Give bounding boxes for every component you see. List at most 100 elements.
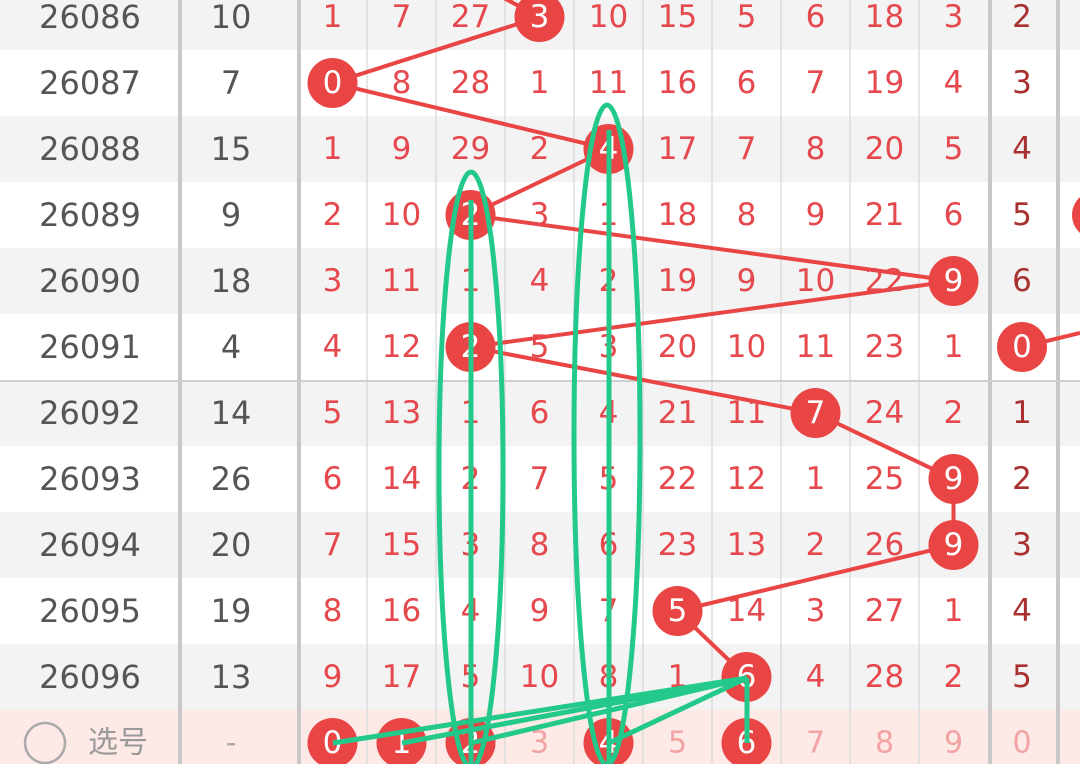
omission-count: 1 xyxy=(944,593,964,629)
select-label[interactable]: 选号 xyxy=(88,726,148,761)
selected-ball[interactable] xyxy=(307,718,358,764)
omission-count: 2 xyxy=(323,197,343,233)
omission-count: 18 xyxy=(658,197,697,233)
omission-count: 2 xyxy=(806,527,826,563)
omission-count: 4 xyxy=(806,659,826,695)
sum: 19 xyxy=(211,592,252,630)
omission-count: 1 xyxy=(530,65,550,101)
option-number[interactable]: 8 xyxy=(875,726,894,761)
hit-number: 9 xyxy=(944,263,964,299)
omission-count: 3 xyxy=(944,0,964,35)
omission-count: 13 xyxy=(382,395,421,431)
hit-number: 9 xyxy=(944,527,964,563)
option-number[interactable]: 5 xyxy=(668,726,687,761)
option-number[interactable]: 0 xyxy=(323,725,343,761)
sum: 7 xyxy=(221,64,241,102)
omission-count: 8 xyxy=(392,65,412,101)
select-sum: - xyxy=(226,726,237,761)
omission-count: 6 xyxy=(737,65,757,101)
omission-count: 27 xyxy=(865,593,904,629)
omission-count: 9 xyxy=(806,197,826,233)
period: 26092 xyxy=(39,394,141,432)
omission-count: 3 xyxy=(323,263,343,299)
omission-count: 5 xyxy=(737,0,757,35)
omission-count: 2 xyxy=(944,395,964,431)
omission-count: 19 xyxy=(658,263,697,299)
omission-count: 2 xyxy=(530,131,550,167)
hit-ball xyxy=(652,586,703,636)
period: 26095 xyxy=(39,592,141,630)
option-number[interactable]: 9 xyxy=(944,726,963,761)
extra-count: 4 xyxy=(1012,593,1032,629)
select-toggle[interactable] xyxy=(23,721,67,764)
omission-count: 20 xyxy=(658,329,697,365)
period: 26096 xyxy=(39,658,141,696)
period: 26087 xyxy=(39,64,141,102)
omission-count: 11 xyxy=(382,263,421,299)
sum: 10 xyxy=(211,0,252,36)
omission-count: 21 xyxy=(658,395,697,431)
option-number[interactable]: 7 xyxy=(806,726,825,761)
omission-count: 29 xyxy=(451,131,490,167)
omission-count: 12 xyxy=(382,329,421,365)
hit-ball xyxy=(997,322,1047,372)
hit-ball xyxy=(928,520,979,570)
omission-count: 4 xyxy=(944,65,964,101)
omission-count: 10 xyxy=(520,659,559,695)
omission-count: 17 xyxy=(658,131,697,167)
hit-number: 9 xyxy=(944,461,964,497)
hit-number: 7 xyxy=(806,395,826,431)
annotation-line xyxy=(470,675,748,746)
omission-count: 2 xyxy=(944,659,964,695)
omission-count: 3 xyxy=(530,197,550,233)
omission-count: 14 xyxy=(727,593,766,629)
period: 26089 xyxy=(39,196,141,234)
extra-count: 6 xyxy=(1012,263,1032,299)
omission-count: 22 xyxy=(658,461,697,497)
omission-count: 8 xyxy=(737,197,757,233)
sum: 18 xyxy=(211,262,252,300)
hit-ball xyxy=(928,454,979,504)
hit-ball xyxy=(514,0,565,42)
sum: 4 xyxy=(221,328,241,366)
omission-count: 28 xyxy=(451,65,490,101)
omission-count: 15 xyxy=(382,527,421,563)
omission-count: 5 xyxy=(323,395,343,431)
omission-count: 1 xyxy=(323,131,343,167)
hit-number: 5 xyxy=(668,593,688,629)
annotation-line xyxy=(401,675,748,746)
omission-count: 10 xyxy=(796,263,835,299)
period: 26088 xyxy=(39,130,141,168)
omission-count: 8 xyxy=(806,131,826,167)
omission-count: 8 xyxy=(323,593,343,629)
period: 26093 xyxy=(39,460,141,498)
extra-count: 3 xyxy=(1012,527,1032,563)
sum: 14 xyxy=(211,394,252,432)
annotation-ellipse xyxy=(571,102,643,764)
option-number[interactable]: 0 xyxy=(1012,726,1031,761)
omission-count: 7 xyxy=(323,527,343,563)
omission-count: 15 xyxy=(658,0,697,35)
omission-count: 3 xyxy=(806,593,826,629)
extra-count: 5 xyxy=(1012,197,1032,233)
omission-count: 4 xyxy=(323,329,343,365)
omission-count: 21 xyxy=(865,197,904,233)
omission-count: 11 xyxy=(796,329,835,365)
omission-count: 16 xyxy=(658,65,697,101)
omission-count: 24 xyxy=(865,395,904,431)
omission-count: 7 xyxy=(392,0,412,35)
omission-count: 8 xyxy=(530,527,550,563)
ball-partial xyxy=(1072,197,1080,233)
option-number[interactable]: 3 xyxy=(530,726,549,761)
omission-count: 27 xyxy=(451,0,490,35)
omission-count: 12 xyxy=(727,461,766,497)
extra-count: 2 xyxy=(1012,0,1032,35)
extra-count: 3 xyxy=(1012,65,1032,101)
hit-ball xyxy=(928,256,979,306)
omission-count: 5 xyxy=(530,329,550,365)
omission-count: 6 xyxy=(530,395,550,431)
period: 26086 xyxy=(39,0,141,36)
annotation-line xyxy=(607,675,749,746)
omission-count: 25 xyxy=(865,461,904,497)
